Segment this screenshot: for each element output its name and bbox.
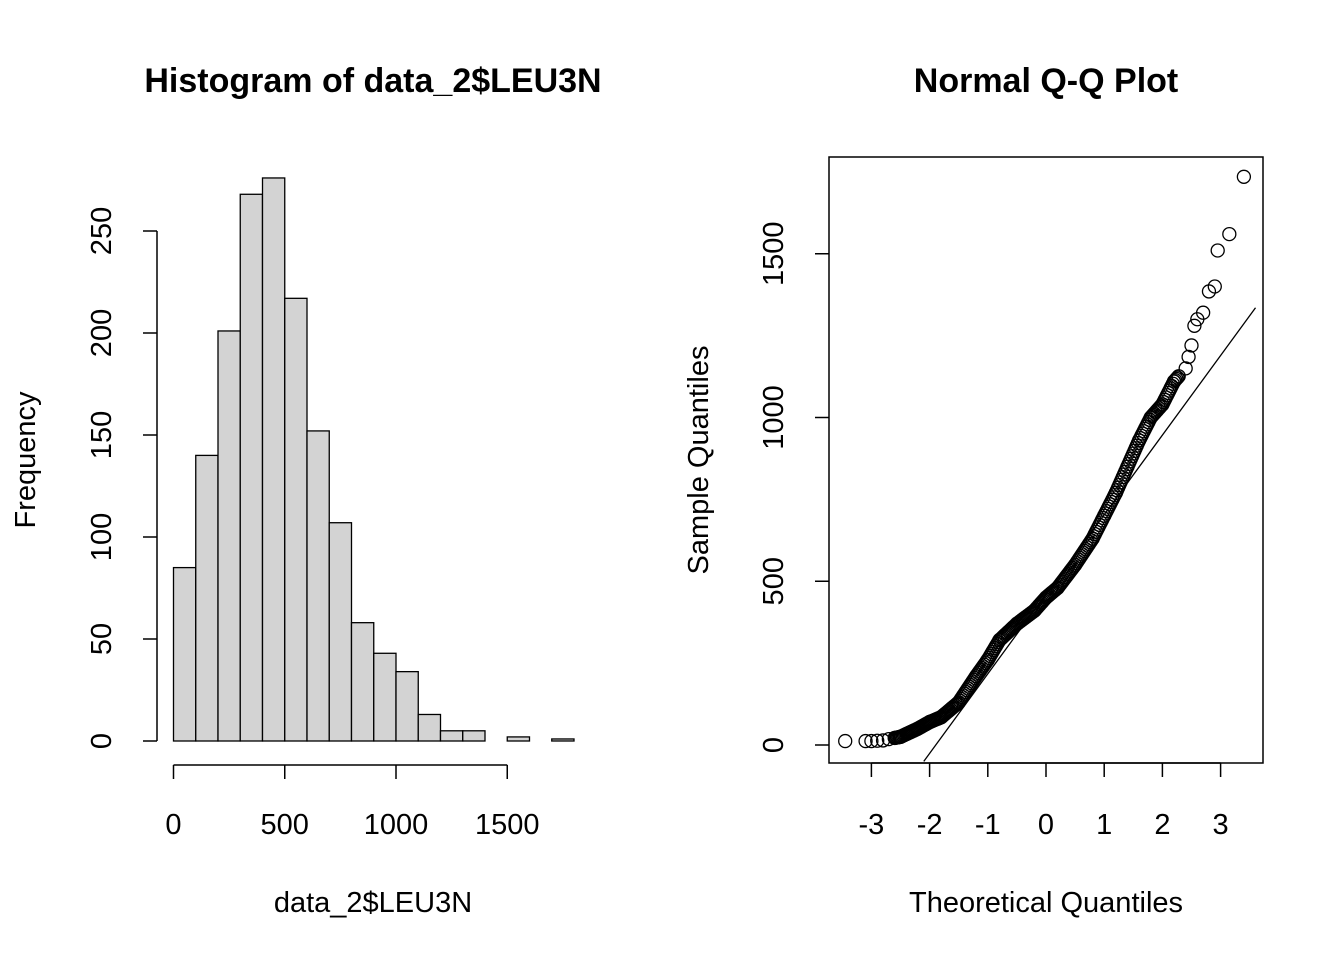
histogram-bar: [328, 522, 353, 742]
histogram-bar: [195, 454, 219, 742]
histogram-y-tick-label: 250: [86, 207, 118, 255]
histogram-bar: [417, 713, 442, 742]
qq-point: [1170, 370, 1185, 385]
qq-points: [838, 169, 1252, 749]
qq-point: [1166, 374, 1182, 389]
histogram-x-tick-label: 1000: [364, 809, 429, 841]
qq-point: [870, 733, 885, 748]
qq-x-tick-label: 0: [1038, 809, 1054, 841]
histogram-y-tick-label: 200: [86, 309, 118, 357]
histogram-x-tick-label: 1500: [475, 809, 540, 841]
qq-x-tick-label: 1: [1096, 809, 1112, 841]
qq-point: [1184, 338, 1199, 353]
histogram-bar: [261, 177, 286, 742]
qq-point: [1171, 369, 1186, 384]
qq-point: [1210, 243, 1225, 258]
qq-point: [1207, 279, 1222, 294]
qq-point: [1236, 169, 1252, 184]
qq-x-tick-label: -2: [917, 809, 943, 841]
histogram-bar: [172, 566, 197, 742]
qq-point: [1168, 373, 1183, 388]
qq-x-tick-label: -1: [975, 809, 1001, 841]
qq-point: [858, 733, 873, 749]
histogram-title: Histogram of data_2$LEU3N: [144, 62, 601, 100]
qq-y-tick-label: 0: [758, 737, 790, 753]
histogram-bar: [395, 670, 419, 742]
qq-plot-title: Normal Q-Q Plot: [914, 62, 1178, 100]
qq-point: [838, 733, 853, 749]
qq-y-axis-title: Sample Quantiles: [683, 346, 715, 575]
qq-y-tick-label: 500: [758, 557, 790, 605]
histogram-bar: [551, 738, 575, 742]
qq-x-axis-title: Theoretical Quantiles: [909, 887, 1183, 919]
qq-point: [1201, 284, 1217, 299]
qq-plot-frame: [828, 156, 1264, 764]
histogram-y-axis: 0 50 100 150 200 250: [86, 207, 158, 749]
qq-point: [864, 733, 879, 749]
qq-y-axis: 0 500 1000 1500: [758, 221, 829, 753]
histogram-y-tick-label: 150: [86, 411, 118, 459]
histogram-y-axis-title: Frequency: [10, 391, 42, 529]
histogram-bar: [284, 297, 308, 742]
qq-x-axis: -3 -2 -1 0 1 2 3: [859, 762, 1229, 841]
histogram-bar: [350, 622, 375, 742]
qq-y-tick-label: 1500: [758, 221, 790, 286]
histogram-bar: [439, 730, 464, 742]
qq-x-tick-label: -3: [859, 809, 885, 841]
histogram-bar: [217, 330, 241, 742]
histogram-x-tick-label: 0: [165, 809, 181, 841]
histogram-bars: [172, 177, 575, 742]
histogram-bar: [373, 652, 397, 742]
qq-point: [1222, 226, 1237, 242]
histogram-bar: [239, 193, 264, 742]
histogram-x-tick-label: 500: [261, 809, 309, 841]
histogram-y-tick-label: 50: [86, 623, 118, 655]
histogram-bar: [506, 736, 531, 742]
histogram-y-tick-label: 100: [86, 513, 118, 561]
histogram-x-axis: 0 500 1000 1500: [165, 764, 540, 841]
histogram-bar: [462, 730, 486, 742]
qq-x-tick-label: 3: [1213, 809, 1229, 841]
qq-y-tick-label: 1000: [758, 385, 790, 450]
qq-x-tick-label: 2: [1154, 809, 1170, 841]
qq-point: [1169, 371, 1184, 387]
histogram-bar: [306, 430, 330, 742]
histogram-panel: Histogram of data_2$LEU3N data_2$LEU3N F…: [10, 62, 602, 919]
histogram-y-tick-label: 0: [86, 733, 118, 749]
qq-plot-panel: Normal Q-Q Plot Theoretical Quantiles Sa…: [683, 62, 1264, 919]
qq-point: [1181, 349, 1196, 365]
qq-point: [1187, 318, 1202, 333]
histogram-x-axis-title: data_2$LEU3N: [274, 887, 472, 919]
qq-point: [1195, 305, 1211, 320]
